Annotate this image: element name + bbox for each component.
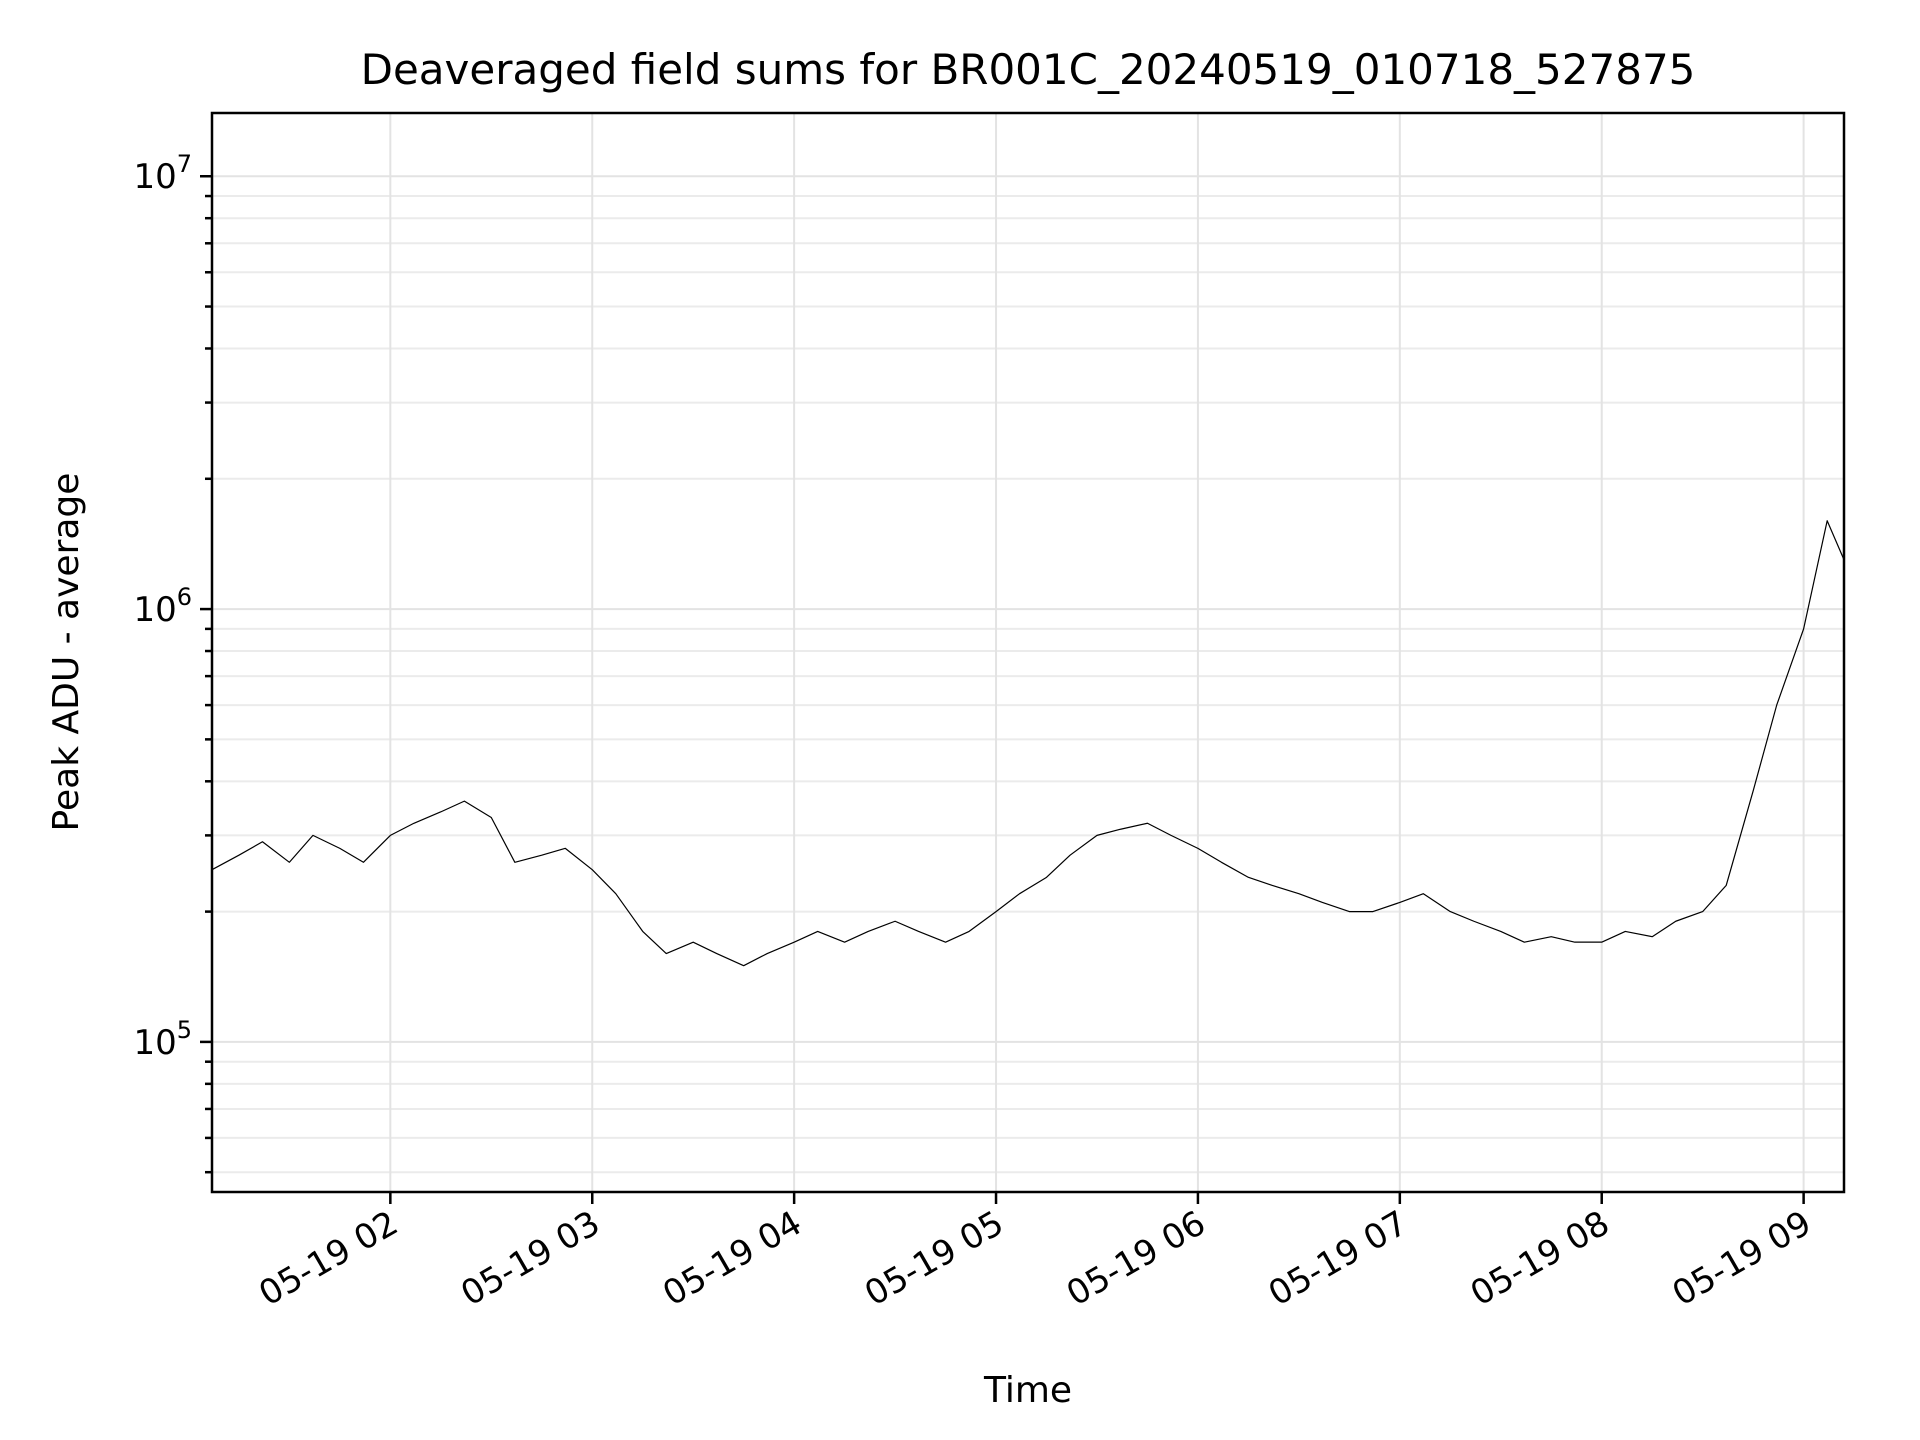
series-layer xyxy=(211,520,1845,967)
series-line xyxy=(211,520,1845,967)
plot-frame xyxy=(210,111,1846,1194)
x-axis-label: Time xyxy=(983,1370,1072,1411)
y-tick-label: 105 xyxy=(133,1016,192,1063)
y-tick-label: 106 xyxy=(133,583,192,630)
y-axis-label: Peak ADU - average xyxy=(46,473,87,832)
grid xyxy=(212,113,1844,1192)
y-tick-label: 107 xyxy=(133,150,192,197)
chart-title: Deaveraged field sums for BR001C_2024051… xyxy=(361,45,1696,94)
